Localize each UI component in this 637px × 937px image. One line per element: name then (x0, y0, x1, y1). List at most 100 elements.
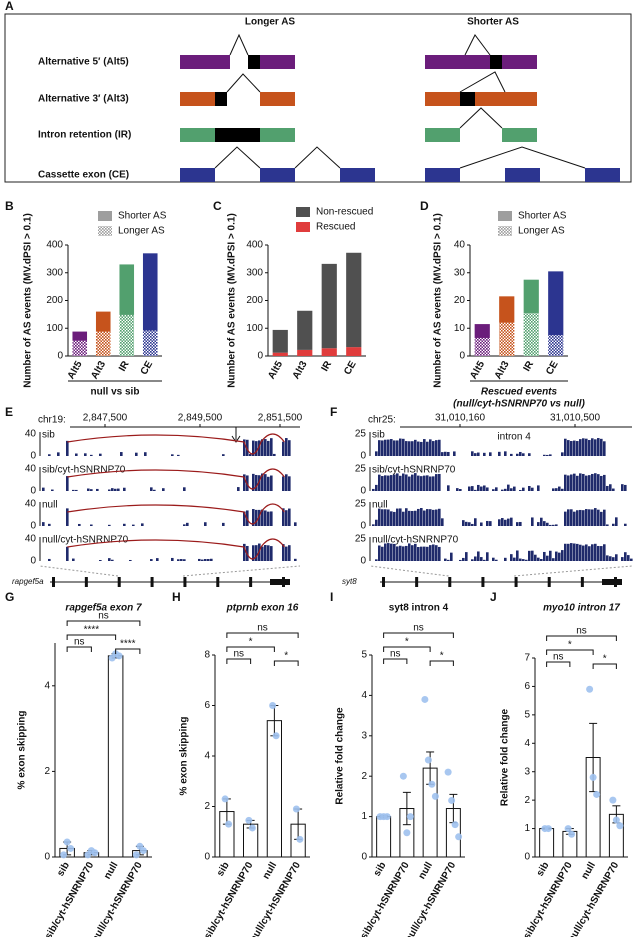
y-tick-label: 400 (246, 240, 263, 251)
column-title: Longer AS (245, 17, 296, 28)
coverage (498, 451, 501, 456)
x-tick-label: Alt3 (89, 359, 108, 381)
x-tick-label: IR (522, 359, 537, 374)
coverage (72, 558, 75, 561)
y-tick-label: 7 (524, 653, 530, 664)
coverage (420, 441, 423, 456)
coverage (438, 508, 441, 526)
coverage (222, 522, 225, 526)
coverage (558, 552, 561, 561)
coverage (57, 452, 60, 456)
exon (502, 128, 537, 142)
bar-segment (474, 337, 490, 356)
y-axis-label: Number of AS events (MV.dPSI > 0.1) (433, 213, 444, 388)
data-point (589, 773, 597, 781)
coverage (90, 454, 93, 456)
scale-top: 25 (355, 499, 367, 510)
y-tick-label: 400 (46, 240, 63, 251)
coverage (471, 451, 474, 456)
gene-exon (183, 577, 187, 587)
coverage (600, 438, 603, 456)
coverage (66, 546, 69, 561)
y-tick-label: 0 (57, 351, 63, 362)
zoom-line (369, 565, 449, 577)
panel-letter: B (5, 199, 14, 213)
junction (226, 73, 261, 93)
coverage (150, 487, 153, 491)
junction-arc (67, 434, 245, 443)
coverage (504, 488, 507, 491)
bar-segment (548, 335, 564, 356)
chrom-label: chr25: (368, 415, 396, 426)
significance-label: **** (84, 625, 100, 636)
exon (180, 128, 215, 142)
significance-bracket (383, 646, 431, 652)
y-tick-label: 100 (46, 323, 63, 334)
junction-arc (243, 546, 262, 560)
coverage (483, 485, 486, 491)
coverage (255, 545, 258, 561)
coverage (603, 441, 606, 456)
bar-segment (72, 331, 88, 341)
y-tick-label: 2 (204, 801, 210, 812)
exon (425, 55, 490, 69)
coverage (462, 520, 465, 526)
data-point (424, 756, 432, 764)
exon (180, 92, 215, 106)
coverage (546, 555, 549, 561)
scale-bottom: 0 (360, 451, 366, 462)
panel-letter: J (490, 590, 497, 604)
coverage (414, 473, 417, 491)
coverage (78, 523, 81, 526)
coverage (444, 558, 447, 561)
coverage (180, 559, 183, 561)
y-axis-label: % exon skipping (17, 711, 28, 790)
coverage (474, 489, 477, 491)
significance-label: ns (553, 652, 564, 663)
coverage (99, 453, 102, 456)
coverage (372, 524, 375, 526)
legend-label: Longer AS (518, 226, 565, 237)
x-axis-label: Rescued events (481, 387, 558, 398)
coverage (567, 440, 570, 456)
y-tick-label: 2 (524, 795, 530, 806)
data-point (444, 768, 452, 776)
coverage (393, 474, 396, 491)
coverage (624, 523, 627, 526)
coverage (588, 509, 591, 526)
coverage (396, 473, 399, 491)
bar-segment (346, 347, 362, 356)
coverage (531, 550, 534, 561)
legend-swatch (296, 207, 310, 217)
coverage (120, 452, 123, 456)
coverage (414, 439, 417, 456)
coverage (537, 522, 540, 526)
coverage (72, 489, 75, 491)
significance-bracket (226, 646, 275, 652)
coord-label: 2,851,500 (258, 413, 303, 424)
significance-label: ns (233, 649, 244, 660)
coverage (585, 438, 588, 456)
x-tick-label: Alt5 (468, 359, 487, 381)
coverage (426, 546, 429, 561)
significance-label: ns (576, 626, 587, 637)
x-tick-label: sib/cyt-hSNRNP70 (202, 860, 255, 937)
sample-label: sib (42, 430, 55, 441)
significance-bracket (383, 658, 408, 664)
junction (229, 33, 249, 56)
coverage (288, 545, 291, 561)
coverage (111, 488, 114, 491)
coverage (486, 487, 489, 491)
sample-label: null/cyt-hSNRNP70 (42, 535, 129, 546)
bar-segment (272, 352, 288, 356)
coverage (612, 523, 615, 526)
coverage (630, 558, 633, 561)
coverage (255, 474, 258, 491)
coverage (252, 545, 255, 561)
y-tick-label: 4 (524, 738, 530, 749)
coverage (510, 554, 513, 561)
significance-bracket (226, 632, 299, 638)
x-tick-label: null/cyt-hSNRNP70 (90, 860, 145, 937)
gene-exon (514, 577, 518, 587)
chart-title: myo10 intron 17 (543, 603, 620, 614)
